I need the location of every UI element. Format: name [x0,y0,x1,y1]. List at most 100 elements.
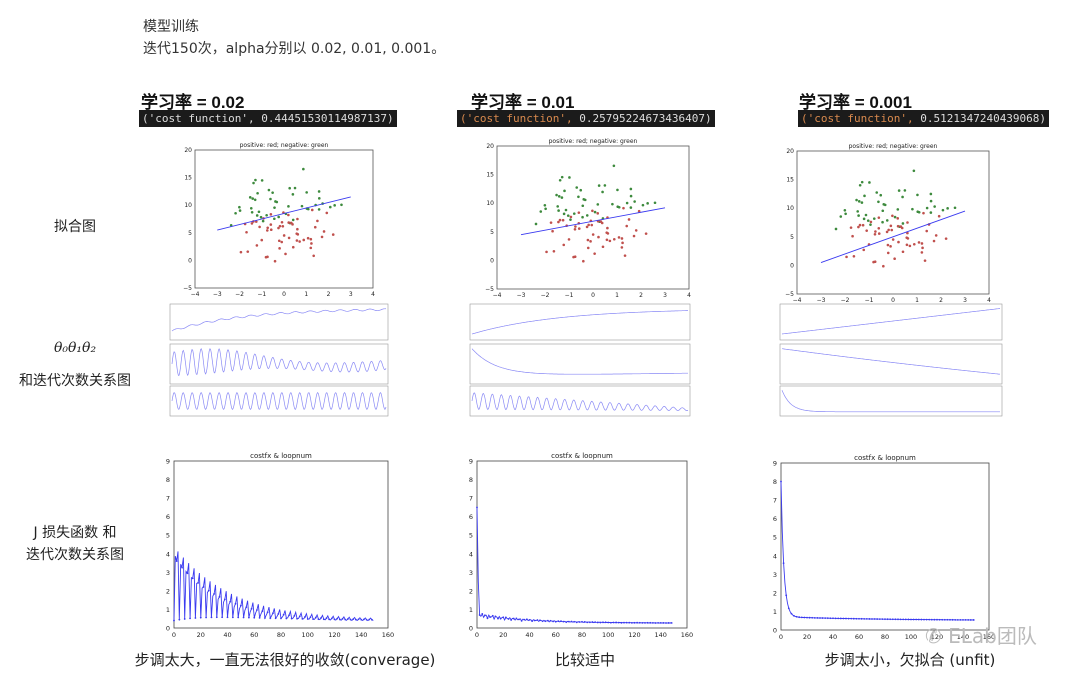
cost-point [951,618,954,621]
negative-point [885,219,889,222]
y-tick-label: 0 [773,627,777,635]
negative-point [234,211,237,215]
negative-point [291,193,295,196]
cost-point [234,602,237,605]
cost-point [541,620,544,623]
cost-point [338,618,341,621]
y-tick-label: 15 [486,172,494,179]
negative-point [300,204,304,208]
y-tick-label: 9 [469,458,473,466]
negative-point [560,196,564,199]
positive-point [896,217,900,220]
cost-point [638,621,641,624]
negative-point [625,201,629,205]
negative-point [953,206,957,210]
cost-point [871,618,873,620]
positive-point [625,224,629,228]
cost-point [847,617,850,620]
negative-point [269,197,272,201]
cost-point [816,617,819,619]
positive-point [606,226,609,230]
positive-point [893,257,896,261]
positive-point [322,230,326,233]
positive-point [937,214,941,218]
positive-point [606,232,610,235]
cost-point [478,614,481,616]
positive-point [264,255,268,259]
positive-point [891,238,895,241]
cost-point [528,618,531,621]
theta-curve [471,310,688,335]
cost-point [928,618,931,621]
positive-point [908,244,912,248]
negative-point [569,218,572,221]
positive-point [882,264,885,268]
x-tick-label: 3 [349,291,353,298]
positive-point [585,225,589,229]
cost-point [194,617,197,619]
positive-point [601,245,605,249]
negative-point [575,186,579,189]
cost-point [272,612,274,615]
positive-point [250,222,254,225]
x-tick-label: 140 [355,631,367,639]
x-tick-label: −4 [793,297,802,304]
positive-point [634,229,638,232]
negative-point [869,223,872,226]
x-tick-label: 20 [197,631,205,639]
cost-point [785,594,788,597]
positive-point [290,221,293,225]
positive-point [574,225,577,228]
positive-point [612,237,616,241]
x-tick-label: 140 [957,633,969,641]
positive-point [920,251,924,254]
cost-point [290,617,293,620]
negative-point [860,201,864,204]
cost-point [248,616,250,619]
y-tick-label: 10 [786,205,794,212]
negative-point [929,192,933,196]
positive-point [934,234,938,237]
cost-point [899,618,902,621]
negative-point [581,215,584,219]
positive-point [587,223,590,227]
positive-point [325,211,329,215]
negative-point [333,204,336,207]
cost-point [878,618,881,621]
y-tick-label: 5 [188,230,192,237]
cost-point [183,618,186,620]
cost-point [483,614,486,617]
conclusion-3: 步调太小，欠拟合 (unfit) [824,651,996,669]
negative-point [252,181,255,185]
cost-point [630,621,633,624]
y-tick-label: 20 [486,143,494,150]
negative-point [866,219,870,222]
cost-point [881,618,884,621]
cost-point [790,612,793,615]
cost-point [512,617,515,620]
cost-point [897,618,899,621]
cost-point [829,617,832,620]
cost-point [795,615,798,618]
y-tick-label: 4 [166,550,170,558]
cost-point [489,616,492,618]
positive-point [921,246,924,250]
y-tick-label: 4 [773,552,777,560]
y-tick-label: 5 [166,532,170,540]
positive-point [862,248,866,252]
cost-point [617,621,620,624]
negative-point [253,198,257,202]
negative-point [261,219,265,223]
x-tick-label: 4 [687,292,691,299]
negative-point [896,208,900,211]
intro-line-2: 迭代150次，alpha分别以 0.02, 0.01, 0.001。 [143,41,446,57]
negative-point [616,188,619,192]
positive-point [287,236,291,240]
positive-point [886,251,890,255]
positive-point [590,223,594,227]
theta-panel-frame [169,385,389,417]
y-tick-label: 9 [773,460,777,468]
positive-point [245,230,248,234]
cost-point [355,618,357,621]
cost-point [884,618,886,621]
